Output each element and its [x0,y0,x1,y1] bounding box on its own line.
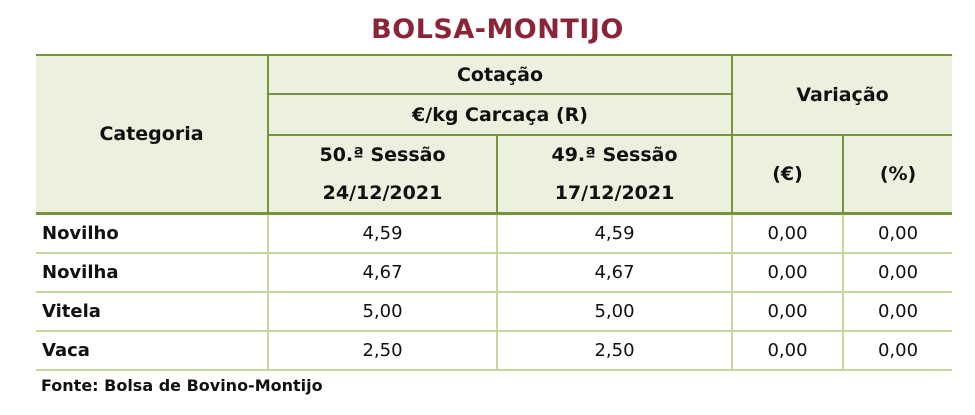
session-label: 50.ª Sessão [319,144,446,166]
cell-categoria: Vaca [36,330,269,371]
price-table: Categoria Cotação Variação €/kg Carcaça … [36,54,953,371]
header-session-previous: 49.ª Sessão 17/12/2021 [495,134,734,215]
cell-var-eur: 0,00 [731,252,845,293]
cell-var-pct: 0,00 [842,212,953,254]
header-var-pct: (%) [842,134,953,215]
session-label: 49.ª Sessão [551,144,678,166]
header-categoria: Categoria [36,54,269,215]
table-row: Novilha 4,67 4,67 0,00 0,00 [36,252,953,293]
cell-categoria: Vitela [36,291,269,332]
session-date: 24/12/2021 [322,182,443,204]
cell-var-pct: 0,00 [842,330,953,371]
source-note: Fonte: Bolsa de Bovino-Montijo [41,376,323,395]
header-unit: €/kg Carcaça (R) [266,93,734,136]
header-variacao: Variação [731,54,953,136]
cell-categoria: Novilho [36,212,269,254]
cell-current: 4,59 [267,212,498,254]
cell-previous: 4,59 [495,212,734,254]
page-title: BOLSA-MONTIJO [371,14,624,45]
table-row: Vitela 5,00 5,00 0,00 0,00 [36,291,953,332]
cell-var-pct: 0,00 [842,252,953,293]
cell-current: 5,00 [267,291,498,332]
cell-var-pct: 0,00 [842,291,953,332]
cell-var-eur: 0,00 [731,212,845,254]
cell-previous: 2,50 [495,330,734,371]
cell-current: 4,67 [267,252,498,293]
cell-categoria: Novilha [36,252,269,293]
session-date: 17/12/2021 [554,182,675,204]
cell-var-eur: 0,00 [731,291,845,332]
header-cotacao: Cotação [266,54,734,95]
cell-current: 2,50 [267,330,498,371]
table-row: Vaca 2,50 2,50 0,00 0,00 [36,330,953,371]
cell-previous: 5,00 [495,291,734,332]
table-row: Novilho 4,59 4,59 0,00 0,00 [36,212,953,254]
header-session-current: 50.ª Sessão 24/12/2021 [267,134,498,215]
header-var-eur: (€) [731,134,845,215]
cell-previous: 4,67 [495,252,734,293]
cell-var-eur: 0,00 [731,330,845,371]
